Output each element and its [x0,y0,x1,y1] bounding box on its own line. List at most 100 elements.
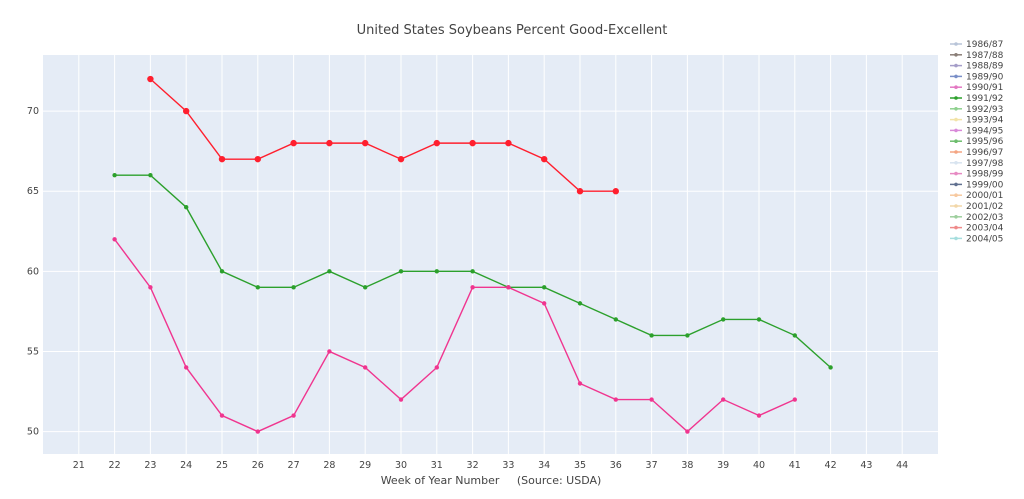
legend-item[interactable]: 1998/99 [950,170,1004,180]
y-tick-label: 55 [27,346,39,357]
legend-swatch-marker [954,204,958,208]
legend-item[interactable]: 1999/00 [950,180,1004,190]
legend-label: 1986/87 [966,40,1003,50]
x-axis-label: Week of Year Number (Source: USDA) [381,474,602,487]
legend-item[interactable]: 1987/88 [950,51,1004,61]
data-point [363,365,368,370]
data-point [397,155,405,163]
legend-item[interactable]: 1986/87 [950,40,1003,50]
data-point [327,349,332,354]
legend-item[interactable]: 1993/94 [950,116,1004,126]
x-tick-label: 37 [646,460,658,471]
x-tick-label: 36 [610,460,622,471]
x-tick-label: 21 [73,460,85,471]
legend-label: 1995/96 [966,137,1004,147]
x-tick-label: 30 [395,460,407,471]
legend[interactable]: 1986/871987/881988/891989/901990/911991/… [950,40,1004,244]
data-point [434,365,439,370]
legend-label: 2002/03 [966,213,1003,223]
legend-item[interactable]: 2002/03 [950,213,1003,223]
x-tick-label: 24 [180,460,192,471]
legend-label: 1994/95 [966,126,1003,136]
legend-item[interactable]: 1992/93 [950,105,1003,115]
legend-item[interactable]: 1990/91 [950,83,1003,93]
legend-item[interactable]: 1991/92 [950,94,1003,104]
x-tick-label: 32 [467,460,479,471]
legend-item[interactable]: 1995/96 [950,137,1004,147]
legend-swatch-marker [954,161,958,165]
legend-swatch-marker [954,193,958,197]
data-point [184,205,189,210]
data-point [148,172,153,178]
data-point [255,285,260,290]
series-3 [112,237,797,434]
data-point [433,139,440,147]
legend-item[interactable]: 1996/97 [950,148,1003,158]
data-point [469,139,476,147]
y-tick-label: 70 [27,106,39,117]
legend-label: 1988/89 [966,62,1004,72]
gridlines [43,55,938,454]
series-2 [112,172,833,370]
data-point [148,285,153,290]
data-point [184,365,189,370]
legend-swatch-marker [954,215,958,219]
legend-item[interactable]: 1988/89 [950,62,1004,72]
data-point [542,285,547,290]
data-point [576,188,584,195]
legend-label: 2000/01 [966,191,1003,201]
data-point [685,333,690,338]
y-tick-label: 60 [27,266,39,277]
x-tick-label: 22 [109,460,121,471]
x-tick-label: 31 [431,460,443,471]
data-point [398,269,404,274]
legend-swatch-marker [954,96,958,100]
data-point [290,139,297,147]
x-tick-label: 33 [502,460,514,471]
data-point [183,107,190,115]
data-point [470,269,475,274]
data-point [577,301,583,306]
legend-swatch-marker [954,128,958,133]
legend-swatch-marker [954,42,958,46]
x-tick-label: 42 [825,460,837,471]
data-point [506,285,511,290]
legend-swatch-marker [954,107,958,111]
legend-label: 1991/92 [966,94,1003,104]
legend-item[interactable]: 1994/95 [950,126,1003,136]
data-point [254,155,261,163]
data-point [112,237,117,242]
data-point [326,139,333,147]
data-point [649,333,654,338]
x-tick-label: 23 [144,460,156,471]
data-point [291,413,296,418]
data-point [219,269,225,274]
legend-swatch-marker [954,225,958,230]
legend-item[interactable]: 1989/90 [950,72,1004,82]
x-axis-ticks: 21 22 23 24 25 26 27 28 29 30 31 32 33 34 35 36 37 38 39 40… [73,460,908,471]
legend-item[interactable]: 1997/98 [950,159,1004,169]
legend-item[interactable]: 2001/02 [950,202,1003,212]
data-point [685,429,690,434]
legend-swatch-marker [954,139,958,143]
legend-label: 1993/94 [966,116,1004,126]
x-tick-label: 38 [681,460,693,471]
data-point [613,317,618,322]
legend-label: 2004/05 [966,234,1003,244]
legend-item[interactable]: 2004/05 [950,234,1003,244]
legend-item[interactable]: 2003/04 [950,224,1004,234]
data-point [649,397,654,402]
data-point [721,317,726,322]
data-point [577,381,583,386]
data-point [756,413,762,418]
data-point [434,269,439,274]
data-point [541,155,548,163]
legend-swatch-marker [954,63,958,68]
data-point [362,139,369,147]
legend-item[interactable]: 2000/01 [950,191,1003,201]
x-tick-label: 25 [216,460,228,471]
legend-swatch-marker [954,117,958,122]
legend-swatch-marker [954,236,958,241]
x-tick-label: 26 [252,460,264,471]
